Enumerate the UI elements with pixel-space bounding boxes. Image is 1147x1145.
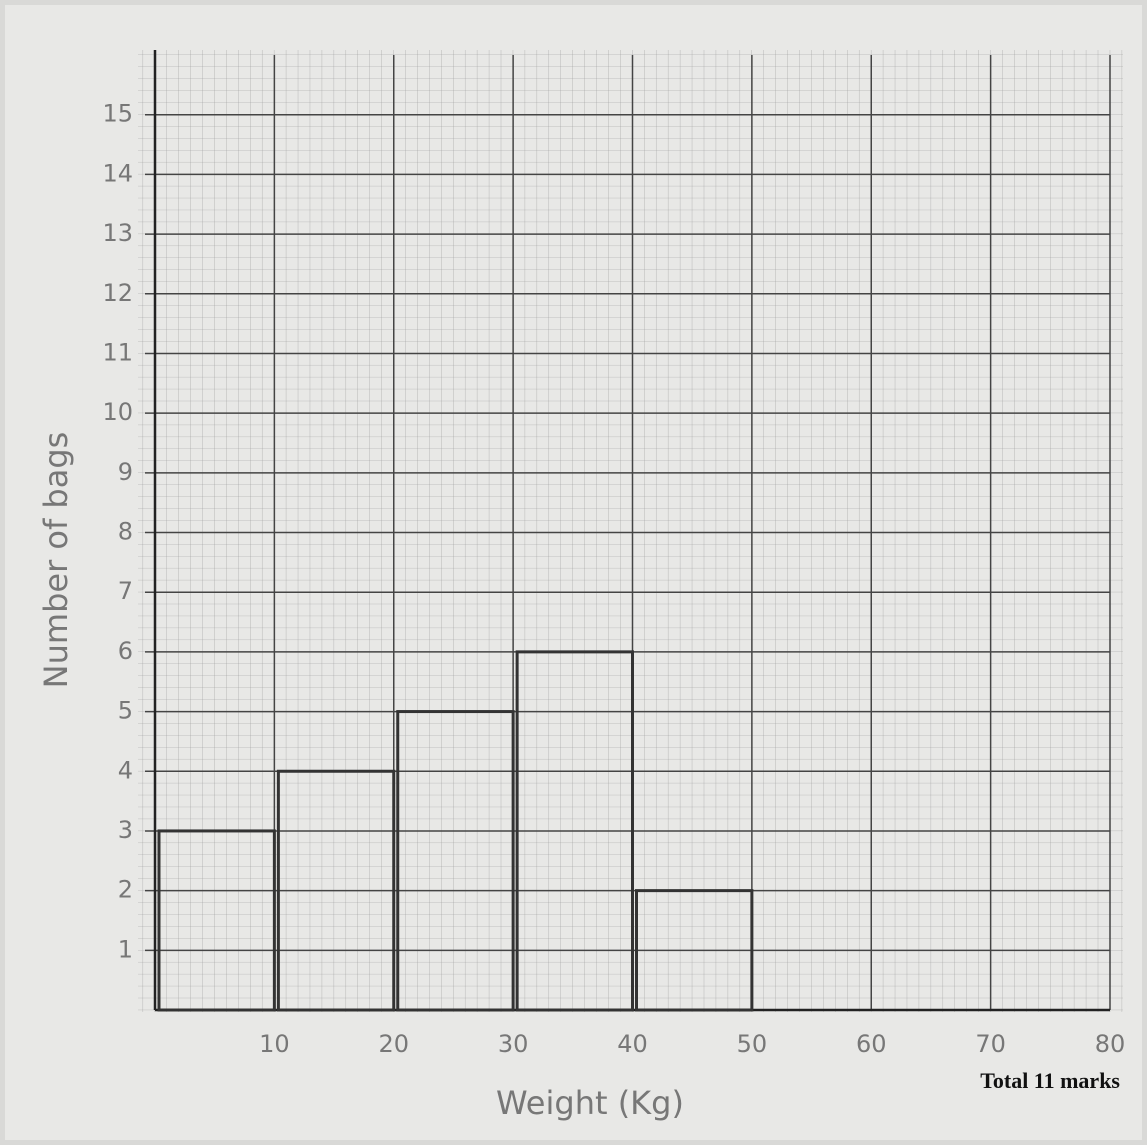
graph-paper xyxy=(138,50,1123,1012)
y-tick-label: 5 xyxy=(118,697,133,725)
bar xyxy=(635,889,754,1012)
bar xyxy=(276,769,396,1012)
bar xyxy=(515,650,634,1012)
y-tick-label: 10 xyxy=(102,398,133,426)
y-tick-label: 15 xyxy=(102,100,133,128)
x-tick-label: 70 xyxy=(975,1030,1006,1058)
y-tick-label: 3 xyxy=(118,816,133,844)
x-tick-label: 60 xyxy=(856,1030,887,1058)
bar xyxy=(157,829,276,1012)
x-tick-label: 10 xyxy=(259,1030,290,1058)
x-tick-label: 30 xyxy=(498,1030,529,1058)
x-tick-label: 40 xyxy=(617,1030,648,1058)
y-tick-label: 13 xyxy=(102,219,133,247)
y-tick-label: 1 xyxy=(118,935,133,963)
y-tick-label: 8 xyxy=(118,518,133,546)
y-tick-label: 11 xyxy=(102,338,133,366)
y-tick-label: 6 xyxy=(118,637,133,665)
x-tick-label: 50 xyxy=(737,1030,768,1058)
y-tick-label: 7 xyxy=(118,577,133,605)
y-tick-label: 14 xyxy=(102,159,133,187)
x-tick-label: 20 xyxy=(378,1030,409,1058)
x-axis-label: Weight (Kg) xyxy=(496,1084,684,1122)
y-tick-label: 4 xyxy=(118,756,133,784)
bar xyxy=(396,710,515,1012)
annotation: Total 11 marks xyxy=(980,1068,1120,1093)
y-tick-label: 9 xyxy=(118,458,133,486)
y-tick-label: 2 xyxy=(118,876,133,904)
y-tick-label: 12 xyxy=(102,279,133,307)
x-tick-label: 80 xyxy=(1095,1030,1126,1058)
y-axis-label: Number of bags xyxy=(37,432,75,689)
